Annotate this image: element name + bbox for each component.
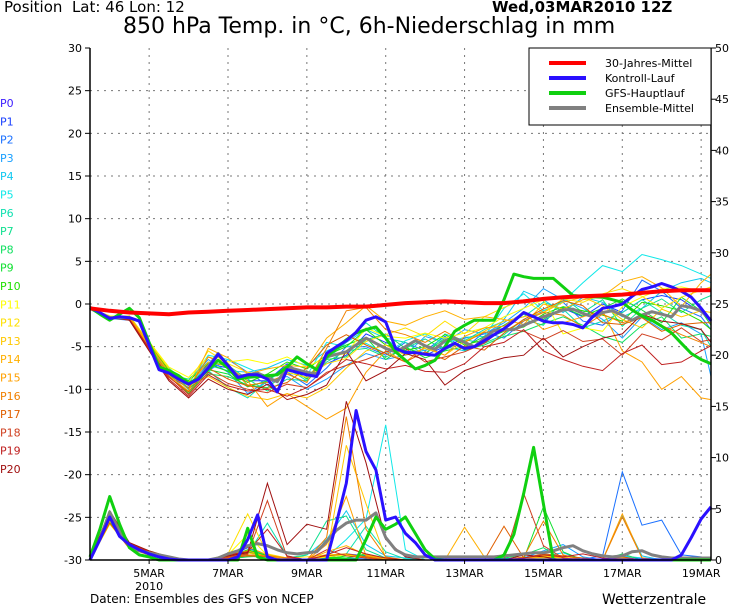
member-label-p20: P20: [0, 463, 21, 476]
member-label-p2: P2: [0, 134, 14, 147]
member-label-p9: P9: [0, 262, 14, 275]
member-temp-line-p13: [89, 296, 712, 401]
y-tick-label: 25: [68, 85, 82, 98]
member-label-p18: P18: [0, 426, 21, 439]
grid: [90, 48, 711, 560]
member-labels: P0 P1 P2 P3 P4 P5 P6 P7 P8 P9 P10 P11 P12 P13 P14 P15 P1…: [0, 97, 21, 476]
y2-tick-label: 15: [715, 400, 729, 413]
y-tick-label: 20: [68, 127, 82, 140]
y2-tick-label: 10: [715, 452, 729, 465]
legend-item-control-run: Kontroll-Lauf: [549, 72, 676, 85]
position-label: Position Lat: 46 Lon: 12: [4, 0, 185, 16]
x-tick-label: 11MAR: [366, 567, 405, 580]
member-label-p1: P1: [0, 115, 14, 128]
y-tick-label: 10: [68, 213, 82, 226]
legend: 30-Jahres-Mittel Kontroll-Lauf GFS-Haupt…: [528, 47, 712, 126]
x-tick-label: 17MAR: [603, 567, 642, 580]
x-tick-label: 13MAR: [445, 567, 484, 580]
member-precip-line-p11: [89, 523, 711, 561]
member-temp-line-p14: [89, 273, 712, 392]
member-label-p0: P0: [0, 97, 14, 110]
chart-title: 850 hPa Temp. in °C, 6h-Niederschlag in …: [123, 14, 616, 39]
y-tick-label: 15: [68, 170, 82, 183]
axes: 302520151050-5-10-15-20-25-3050454035302…: [64, 42, 729, 593]
member-label-p8: P8: [0, 243, 14, 256]
legend-item-climate-mean: 30-Jahres-Mittel: [549, 57, 692, 70]
legend-label: Kontroll-Lauf: [605, 72, 676, 85]
brand-label: Wetterzentrale: [602, 592, 707, 608]
y-tick-label: 5: [75, 255, 82, 268]
y2-tick-label: 0: [715, 554, 722, 567]
legend-label: GFS-Hauptlauf: [605, 87, 686, 100]
member-label-p16: P16: [0, 390, 21, 403]
member-label-p7: P7: [0, 225, 14, 238]
member-temp-line-p20: [89, 307, 712, 401]
y-tick-label: -15: [64, 426, 82, 439]
y-tick-label: 0: [75, 298, 82, 311]
member-label-p17: P17: [0, 408, 21, 421]
y-tick-label: -5: [71, 341, 82, 354]
y-tick-label: -20: [64, 469, 82, 482]
member-temp-line-p15: [89, 307, 712, 420]
y-tick-label: 30: [68, 42, 82, 55]
y2-tick-label: 45: [715, 93, 729, 106]
y2-tick-label: 50: [715, 42, 729, 55]
member-label-p14: P14: [0, 353, 21, 366]
legend-label: Ensemble-Mittel: [605, 102, 694, 115]
y2-tick-label: 5: [715, 503, 722, 516]
x-tick-label: 9MAR: [291, 567, 323, 580]
x-tick-label: 7MAR: [212, 567, 244, 580]
temp-line-30-jahres-mittel: [89, 288, 711, 317]
member-label-p15: P15: [0, 372, 21, 385]
member-label-p3: P3: [0, 152, 14, 165]
legend-item-gfs-main-run: GFS-Hauptlauf: [549, 87, 686, 100]
member-label-p11: P11: [0, 298, 21, 311]
member-label-p13: P13: [0, 335, 21, 348]
precip-line-gfs-hauptlauf: [88, 445, 711, 562]
x-tick-label: 19MAR: [682, 567, 721, 580]
temp-line-kontroll-lauf: [89, 282, 713, 394]
member-label-p5: P5: [0, 189, 14, 202]
y-tick-label: -10: [64, 383, 82, 396]
data-source-note: Daten: Ensembles des GFS von NCEP: [90, 592, 314, 606]
x-tick-label: 15MAR: [524, 567, 563, 580]
member-temp-line-p5: [89, 253, 712, 385]
temp-line-gfs-hauptlauf: [89, 272, 712, 385]
member-label-p6: P6: [0, 207, 14, 220]
member-temp-line-p18: [89, 307, 712, 396]
member-precip-line-p13: [89, 445, 711, 561]
member-temp-line-p12: [89, 286, 712, 384]
member-temp-line-p10: [89, 301, 712, 384]
legend-box: [528, 47, 712, 126]
member-label-p19: P19: [0, 445, 21, 458]
member-precip-line-p16: [89, 416, 711, 561]
member-precip-line-p20: [89, 401, 711, 561]
legend-label: 30-Jahres-Mittel: [605, 57, 692, 70]
member-label-p10: P10: [0, 280, 21, 293]
y2-tick-label: 40: [715, 144, 729, 157]
member-temp-line-p7: [89, 295, 712, 392]
precip-line-kontroll-lauf: [88, 409, 713, 562]
run-datetime: Wed,03MAR2010 12Z: [492, 0, 673, 16]
member-temp-line-p16: [89, 306, 712, 390]
member-temp-line-p19: [89, 307, 712, 397]
y-tick-label: -25: [64, 511, 82, 524]
member-label-p4: P4: [0, 170, 14, 183]
member-precip-line-p15: [89, 495, 711, 561]
member-precip-line-p17: [89, 522, 711, 561]
y-tick-label: -30: [64, 554, 82, 567]
x-tick-year: 2010: [135, 580, 163, 593]
legend-item-ensemble-mean: Ensemble-Mittel: [549, 102, 694, 115]
y2-tick-label: 30: [715, 247, 729, 260]
y2-tick-label: 35: [715, 196, 729, 209]
member-label-p12: P12: [0, 317, 21, 330]
y2-tick-label: 25: [715, 298, 729, 311]
y2-tick-label: 20: [715, 349, 729, 362]
x-tick-label: 5MAR: [133, 567, 165, 580]
